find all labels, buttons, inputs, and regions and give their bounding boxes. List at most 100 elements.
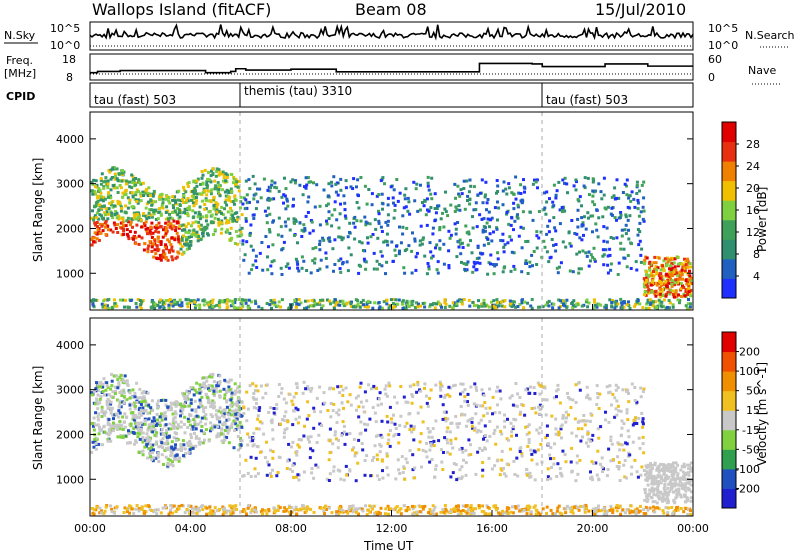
range-gate-cell [418, 440, 422, 444]
range-gate-cell [444, 419, 448, 423]
range-gate-cell [294, 257, 298, 261]
range-gate-cell [460, 475, 464, 479]
range-gate-cell [526, 301, 529, 305]
range-gate-cell [455, 208, 459, 212]
range-gate-cell [637, 436, 641, 440]
range-gate-cell [456, 476, 460, 480]
range-gate-cell [336, 193, 340, 197]
range-gate-cell [635, 300, 639, 304]
range-gate-cell [144, 220, 148, 224]
range-gate-cell [269, 186, 273, 189]
range-gate-cell [144, 409, 148, 413]
range-gate-cell [154, 442, 158, 446]
range-gate-cell [516, 392, 520, 396]
range-gate-cell [515, 404, 519, 408]
range-gate-cell [273, 181, 277, 185]
range-gate-cell [593, 300, 597, 304]
range-gate-cell [679, 281, 683, 285]
range-gate-cell [403, 271, 407, 275]
range-gate-cell [218, 170, 222, 174]
range-gate-cell [673, 265, 677, 269]
range-gate-cell [469, 443, 472, 447]
range-gate-cell [194, 220, 198, 224]
range-gate-cell [658, 301, 662, 305]
range-gate-cell [431, 427, 435, 431]
range-gate-cell [534, 180, 538, 184]
range-gate-cell [166, 223, 170, 227]
range-gate-cell [516, 203, 520, 207]
station-title: Wallops Island (fitACF) [92, 0, 272, 19]
velocity-scatter-cells [90, 372, 693, 516]
range-gate-cell [666, 305, 669, 309]
range-gate-cell [472, 402, 476, 406]
range-gate-cell [508, 235, 512, 239]
range-gate-cell [385, 302, 389, 306]
range-gate-cell [99, 380, 103, 384]
range-gate-cell [217, 303, 221, 307]
range-gate-cell [517, 191, 521, 195]
range-gate-cell [617, 467, 621, 471]
range-gate-cell [131, 225, 134, 229]
range-gate-cell [458, 468, 462, 472]
range-gate-cell [156, 418, 159, 422]
range-gate-cell [207, 301, 211, 304]
range-gate-cell [170, 408, 173, 412]
range-gate-cell [667, 475, 671, 479]
range-gate-cell [130, 191, 134, 195]
range-gate-cell [378, 450, 382, 454]
range-gate-cell [667, 482, 671, 486]
range-gate-cell [155, 256, 159, 260]
range-gate-cell [207, 303, 211, 307]
range-gate-cell [473, 382, 477, 386]
range-gate-cell [100, 302, 104, 306]
range-gate-cell [597, 302, 601, 306]
range-gate-cell [432, 302, 436, 306]
range-gate-cell [106, 438, 110, 441]
range-gate-cell [158, 424, 162, 427]
range-gate-cell [97, 238, 101, 242]
range-gate-cell [190, 408, 194, 412]
range-gate-cell [264, 235, 268, 238]
range-gate-cell [342, 478, 346, 482]
range-gate-cell [271, 437, 275, 441]
range-gate-cell [136, 298, 140, 301]
noise-panel: N.Sky 10^5 10^0 10^5 10^0 N.Search [4, 21, 795, 52]
range-gate-cell [296, 421, 300, 425]
range-gate-cell [689, 276, 693, 280]
range-gate-cell [165, 205, 169, 209]
range-gate-cell [220, 299, 224, 303]
range-gate-cell [217, 223, 221, 227]
range-gate-cell [222, 415, 226, 419]
range-gate-cell [276, 471, 280, 474]
range-gate-cell [597, 436, 601, 440]
range-gate-cell [150, 458, 154, 461]
range-gate-cell [401, 299, 405, 303]
range-gate-cell [284, 207, 288, 211]
range-gate-cell [394, 254, 398, 258]
range-gate-cell [359, 400, 363, 404]
range-gate-cell [134, 425, 138, 429]
range-gate-cell [625, 408, 629, 412]
range-gate-cell [457, 245, 461, 249]
range-gate-cell [510, 430, 514, 434]
range-gate-cell [158, 298, 162, 302]
range-gate-cell [220, 427, 224, 431]
range-gate-cell [209, 174, 213, 178]
range-gate-cell [339, 257, 343, 261]
range-gate-cell [312, 299, 316, 303]
range-gate-cell [610, 403, 613, 407]
range-gate-cell [595, 403, 599, 406]
range-gate-cell [385, 466, 389, 470]
range-gate-cell [170, 236, 174, 240]
range-gate-cell [325, 477, 329, 481]
range-gate-cell [90, 243, 94, 247]
range-gate-cell [396, 199, 400, 203]
range-gate-cell [93, 240, 97, 244]
range-gate-cell [576, 381, 580, 385]
range-gate-cell [387, 438, 391, 442]
range-gate-cell [374, 227, 378, 231]
range-gate-cell [591, 230, 594, 234]
range-gate-cell [327, 458, 331, 462]
range-gate-cell [168, 201, 172, 205]
range-gate-cell [406, 400, 410, 404]
